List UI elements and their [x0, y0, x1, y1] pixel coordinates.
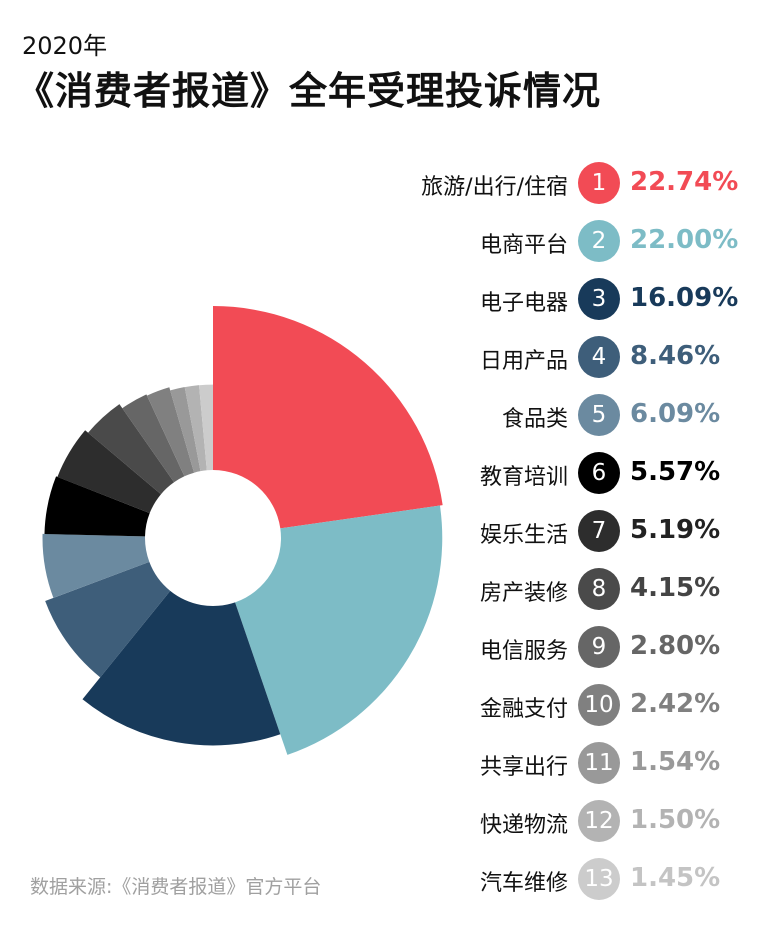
pie-slice-3 [82, 590, 281, 746]
chart-subtitle: 2020年 [22, 32, 108, 60]
value-label: 4.15% [630, 573, 721, 603]
legend-label: 共享出行 [479, 755, 568, 780]
chart-title: 《消费者报道》全年受理投诉情况 [16, 69, 602, 113]
rank-badge: 1 [578, 162, 620, 204]
legend-row-3: 电子电器 3 16.09% [400, 276, 760, 322]
legend-row-10: 金融支付 10 2.42% [400, 682, 760, 728]
rank-badge: 2 [578, 220, 620, 262]
pie-slice-6 [44, 476, 150, 537]
legend-row-5: 食品类 5 6.09% [400, 392, 760, 438]
value-label: 1.54% [630, 747, 721, 777]
pie-slice-8 [88, 404, 175, 495]
pie-slice-10 [146, 387, 195, 477]
value-label: 22.74% [630, 167, 739, 197]
rank-badge: 7 [578, 510, 620, 552]
legend-label: 电信服务 [479, 639, 568, 664]
data-source-note: 数据来源:《消费者报道》官方平台 [30, 876, 322, 898]
legend-row-4: 日用产品 4 8.46% [400, 334, 760, 380]
value-label: 6.09% [630, 399, 721, 429]
legend-label: 汽车维修 [479, 871, 568, 896]
legend-row-6: 教育培训 6 5.57% [400, 450, 760, 496]
value-label: 5.19% [630, 515, 721, 545]
rank-badge: 11 [578, 742, 620, 784]
legend-row-7: 娱乐生活 7 5.19% [400, 508, 760, 554]
value-label: 8.46% [630, 341, 721, 371]
value-label: 1.50% [630, 805, 721, 835]
pie-slice-5 [42, 533, 150, 598]
legend-row-13: 汽车维修 13 1.45% [400, 856, 760, 902]
value-label: 2.80% [630, 631, 721, 661]
legend-label: 食品类 [501, 407, 568, 432]
legend-row-8: 房产装修 8 4.15% [400, 566, 760, 612]
pie-slice-12 [184, 385, 207, 472]
legend-row-1: 旅游/出行/住宿 1 22.74% [400, 160, 760, 206]
legend-row-11: 共享出行 11 1.54% [400, 740, 760, 786]
pie-slice-7 [57, 430, 161, 514]
rank-badge: 5 [578, 394, 620, 436]
legend-label: 娱乐生活 [479, 523, 568, 548]
rank-badge: 4 [578, 336, 620, 378]
legend-label: 旅游/出行/住宿 [421, 175, 568, 200]
legend-label: 快递物流 [479, 813, 568, 838]
rank-badge: 12 [578, 800, 620, 842]
legend-label: 房产装修 [479, 581, 568, 606]
legend-label: 金融支付 [479, 697, 568, 722]
value-label: 1.45% [630, 863, 721, 893]
pie-slice-2 [235, 505, 443, 755]
value-label: 5.57% [630, 457, 721, 487]
pie-slice-11 [170, 386, 201, 473]
value-label: 16.09% [630, 283, 739, 313]
pie-slice-13 [199, 384, 213, 471]
pie-slice-4 [45, 561, 171, 678]
legend-label: 电商平台 [479, 233, 568, 258]
value-label: 22.00% [630, 225, 739, 255]
rank-badge: 10 [578, 684, 620, 726]
legend-row-12: 快递物流 12 1.50% [400, 798, 760, 844]
legend-label: 电子电器 [479, 291, 568, 316]
rank-badge: 6 [578, 452, 620, 494]
rose-donut-chart [42, 306, 443, 755]
rank-badge: 9 [578, 626, 620, 668]
legend-label: 教育培训 [479, 465, 568, 490]
legend-row-9: 电信服务 9 2.80% [400, 624, 760, 670]
pie-slice-1 [213, 306, 443, 529]
rank-badge: 8 [578, 568, 620, 610]
value-label: 2.42% [630, 689, 721, 719]
legend-row-2: 电商平台 2 22.00% [400, 218, 760, 264]
rank-badge: 13 [578, 858, 620, 900]
rank-badge: 3 [578, 278, 620, 320]
legend-label: 日用产品 [479, 349, 568, 374]
pie-slice-9 [122, 394, 185, 483]
